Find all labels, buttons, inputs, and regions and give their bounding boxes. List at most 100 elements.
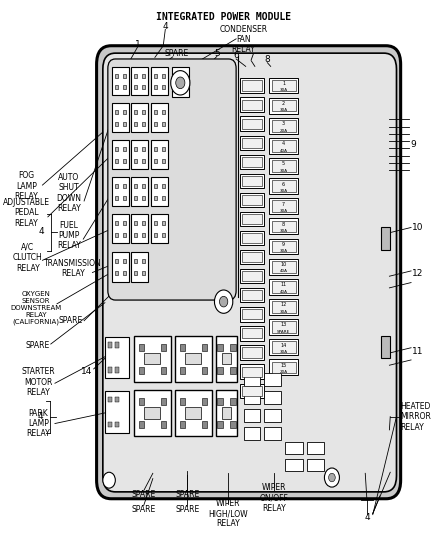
- Bar: [154, 184, 157, 188]
- Bar: [272, 221, 296, 232]
- Bar: [112, 140, 129, 169]
- Circle shape: [328, 473, 335, 482]
- Bar: [114, 122, 118, 126]
- Text: 4: 4: [364, 513, 370, 522]
- Bar: [272, 261, 296, 272]
- Bar: [201, 421, 207, 428]
- Bar: [272, 160, 296, 172]
- Text: WIPER
HIGH/LOW
RELAY: WIPER HIGH/LOW RELAY: [208, 499, 247, 529]
- Bar: [381, 336, 390, 358]
- Bar: [240, 365, 265, 379]
- Bar: [139, 344, 144, 351]
- Bar: [142, 184, 145, 188]
- Bar: [240, 155, 265, 169]
- Bar: [272, 180, 296, 192]
- FancyBboxPatch shape: [103, 53, 396, 492]
- Bar: [139, 367, 144, 374]
- Text: 8: 8: [282, 222, 285, 227]
- Bar: [162, 184, 165, 188]
- Text: 40A: 40A: [279, 289, 288, 294]
- Text: 30A: 30A: [279, 249, 288, 253]
- Text: TRANSMISSION
RELAY: TRANSMISSION RELAY: [44, 259, 102, 279]
- Bar: [242, 233, 262, 243]
- Bar: [307, 459, 325, 471]
- Bar: [142, 271, 145, 276]
- Text: 5: 5: [282, 161, 285, 166]
- Bar: [154, 221, 157, 225]
- Text: STARTER
MOTOR
RELAY: STARTER MOTOR RELAY: [21, 367, 55, 397]
- Bar: [115, 397, 120, 402]
- Bar: [134, 259, 137, 263]
- Bar: [154, 159, 157, 163]
- Text: SPARE: SPARE: [175, 505, 200, 514]
- Bar: [151, 177, 168, 206]
- Bar: [123, 147, 126, 151]
- Bar: [131, 140, 148, 169]
- Bar: [240, 231, 265, 245]
- Text: 13: 13: [280, 322, 287, 327]
- Text: SPARE: SPARE: [131, 490, 156, 499]
- Text: 8: 8: [265, 55, 270, 64]
- Bar: [114, 233, 118, 237]
- Circle shape: [215, 290, 233, 313]
- Bar: [131, 68, 148, 95]
- Bar: [172, 68, 189, 97]
- Bar: [112, 214, 129, 244]
- Text: WIPER
ON/OFF
RELAY: WIPER ON/OFF RELAY: [260, 483, 289, 513]
- Bar: [201, 344, 207, 351]
- Text: 15: 15: [280, 363, 287, 368]
- Bar: [269, 178, 298, 194]
- Text: 14: 14: [81, 367, 93, 376]
- Circle shape: [219, 296, 228, 307]
- Bar: [269, 77, 298, 93]
- Text: 30A: 30A: [279, 209, 288, 213]
- Bar: [242, 252, 262, 262]
- Bar: [242, 214, 262, 224]
- Bar: [114, 110, 118, 114]
- Bar: [265, 391, 281, 405]
- FancyBboxPatch shape: [97, 46, 401, 499]
- Bar: [123, 74, 126, 78]
- Bar: [131, 103, 148, 132]
- Text: SPARE: SPARE: [165, 49, 189, 58]
- Text: 4: 4: [39, 227, 44, 236]
- Text: SPARE: SPARE: [131, 505, 156, 514]
- Bar: [112, 68, 129, 95]
- Bar: [162, 110, 165, 114]
- Bar: [272, 321, 296, 333]
- Text: 9: 9: [282, 242, 285, 247]
- Bar: [154, 85, 157, 90]
- Bar: [240, 269, 265, 284]
- Bar: [217, 367, 223, 374]
- Bar: [285, 442, 303, 454]
- Bar: [145, 353, 160, 365]
- Bar: [381, 228, 390, 250]
- Bar: [142, 110, 145, 114]
- Text: 5: 5: [214, 49, 220, 58]
- Bar: [134, 336, 171, 382]
- Bar: [114, 271, 118, 276]
- Bar: [180, 398, 185, 405]
- Bar: [185, 353, 201, 365]
- Bar: [242, 100, 262, 110]
- Bar: [134, 221, 137, 225]
- Bar: [151, 214, 168, 244]
- Bar: [162, 147, 165, 151]
- Bar: [230, 344, 236, 351]
- Bar: [134, 85, 137, 90]
- Bar: [269, 319, 298, 335]
- Bar: [134, 147, 137, 151]
- Bar: [201, 367, 207, 374]
- Bar: [105, 391, 129, 432]
- Bar: [154, 122, 157, 126]
- Bar: [123, 221, 126, 225]
- Text: 10: 10: [280, 262, 287, 267]
- Bar: [269, 299, 298, 315]
- Bar: [269, 118, 298, 134]
- Bar: [162, 233, 165, 237]
- Bar: [151, 68, 168, 95]
- Bar: [242, 290, 262, 300]
- Text: 1: 1: [134, 39, 140, 49]
- Text: 30A: 30A: [279, 310, 288, 314]
- Text: 30A: 30A: [279, 350, 288, 354]
